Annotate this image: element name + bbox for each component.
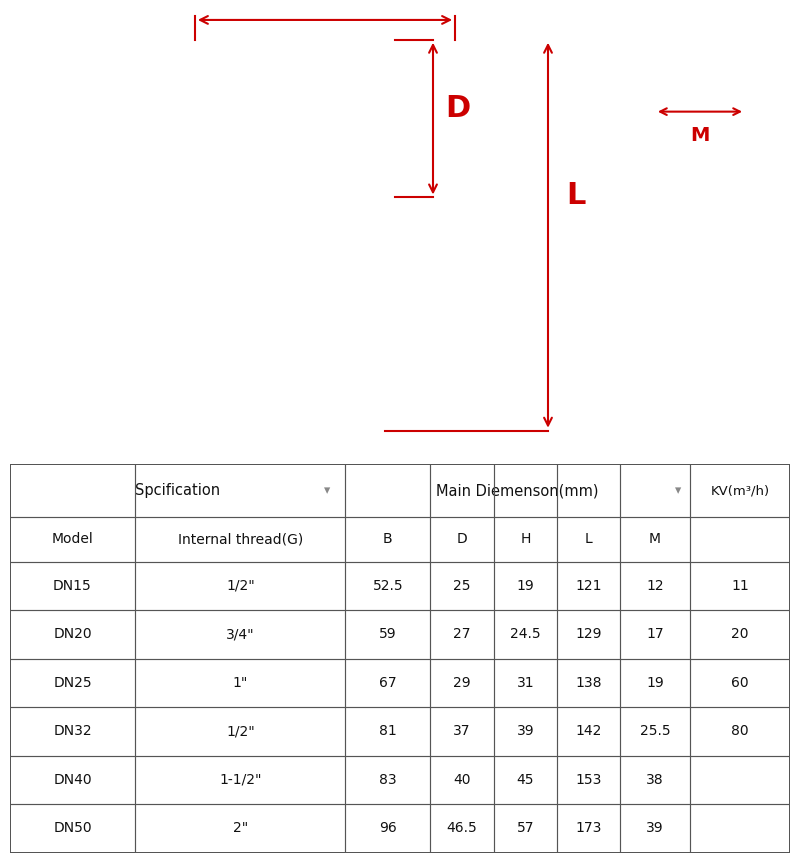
Text: 153: 153	[575, 773, 602, 787]
Text: M: M	[649, 532, 661, 546]
Text: 46.5: 46.5	[446, 822, 478, 836]
Text: DN25: DN25	[53, 676, 92, 690]
Text: 27: 27	[454, 627, 470, 641]
Text: 17: 17	[646, 627, 664, 641]
Text: 29: 29	[454, 676, 471, 690]
Text: 121: 121	[575, 578, 602, 593]
Text: 52.5: 52.5	[373, 578, 403, 593]
Text: 45: 45	[517, 773, 534, 787]
Text: 59: 59	[379, 627, 397, 641]
Text: 1/2": 1/2"	[226, 724, 254, 739]
Text: 39: 39	[517, 724, 534, 739]
Text: 81: 81	[379, 724, 397, 739]
Text: Spcification: Spcification	[135, 483, 220, 498]
Text: DN40: DN40	[53, 773, 92, 787]
Text: D: D	[457, 532, 467, 546]
Text: DN20: DN20	[53, 627, 92, 641]
Text: Internal thread(G): Internal thread(G)	[178, 532, 303, 546]
Text: DN15: DN15	[53, 578, 92, 593]
Text: 38: 38	[646, 773, 664, 787]
Text: 173: 173	[575, 822, 602, 836]
Text: 11: 11	[731, 578, 749, 593]
Text: 67: 67	[379, 676, 397, 690]
Text: H: H	[520, 532, 530, 546]
Text: 25: 25	[454, 578, 470, 593]
Text: 80: 80	[731, 724, 749, 739]
Text: 37: 37	[454, 724, 470, 739]
Text: KV(m³/h): KV(m³/h)	[710, 484, 770, 497]
Text: L: L	[566, 181, 586, 210]
Text: 40: 40	[454, 773, 470, 787]
Text: 60: 60	[731, 676, 749, 690]
Text: 25.5: 25.5	[640, 724, 670, 739]
Text: B: B	[314, 0, 337, 6]
Text: M: M	[690, 126, 710, 145]
Text: DN32: DN32	[53, 724, 92, 739]
Text: Model: Model	[52, 532, 94, 546]
Text: 19: 19	[517, 578, 534, 593]
Text: 142: 142	[575, 724, 602, 739]
Text: ▾: ▾	[323, 484, 330, 497]
Text: DN50: DN50	[53, 822, 92, 836]
Text: 1": 1"	[233, 676, 248, 690]
Text: 129: 129	[575, 627, 602, 641]
Text: 57: 57	[517, 822, 534, 836]
Text: 20: 20	[731, 627, 749, 641]
Text: 3/4": 3/4"	[226, 627, 254, 641]
Text: B: B	[383, 532, 393, 546]
Text: 31: 31	[517, 676, 534, 690]
Text: Main Diemenson(mm): Main Diemenson(mm)	[436, 483, 599, 498]
Text: D: D	[445, 94, 470, 123]
Text: 24.5: 24.5	[510, 627, 541, 641]
Text: 1-1/2": 1-1/2"	[219, 773, 262, 787]
Text: 19: 19	[646, 676, 664, 690]
Text: 39: 39	[646, 822, 664, 836]
Text: 83: 83	[379, 773, 397, 787]
Text: L: L	[585, 532, 593, 546]
Text: 96: 96	[379, 822, 397, 836]
Text: 12: 12	[646, 578, 664, 593]
Text: 138: 138	[575, 676, 602, 690]
Text: 2": 2"	[233, 822, 248, 836]
Text: ▾: ▾	[675, 484, 681, 497]
Text: 1/2": 1/2"	[226, 578, 254, 593]
